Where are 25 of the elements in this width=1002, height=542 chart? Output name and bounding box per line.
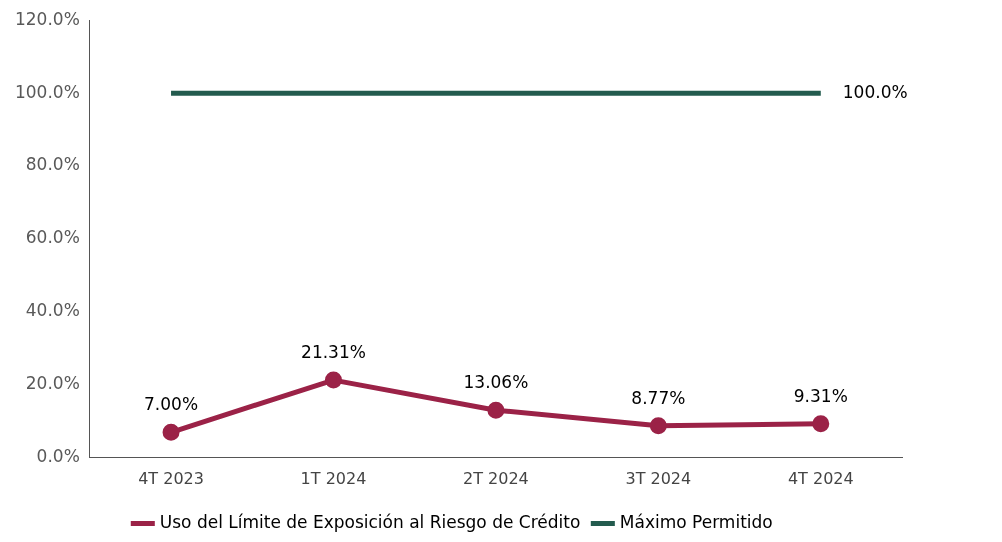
point [162, 423, 180, 441]
point [812, 415, 830, 433]
y-tick-label: 80.0% [25, 154, 80, 175]
y-tick-label: 0.0% [36, 446, 80, 467]
point [487, 401, 505, 419]
point [649, 417, 667, 435]
legend-label: Uso del Límite de Exposición al Riesgo de Crédito [159, 511, 581, 532]
y-tick-label: 40.0% [25, 300, 80, 321]
y-tick-label: 120.0% [14, 8, 80, 29]
data-label: 8.77% [631, 387, 686, 408]
x-tick-label: 4T 2024 [787, 468, 854, 488]
point [324, 371, 342, 389]
y-tick-label: 60.0% [25, 227, 80, 248]
x-tick-label: 1T 2024 [300, 468, 367, 488]
data-label: 13.06% [463, 372, 529, 393]
data-label: 21.31% [301, 342, 366, 363]
x-tick-label: 3T 2024 [625, 468, 692, 488]
data-label: 9.31% [793, 385, 848, 406]
x-tick-label: 2T 2024 [463, 468, 529, 488]
y-tick-label: 100.0% [14, 81, 80, 102]
x-tick-label: 4T 2023 [138, 468, 204, 488]
data-label: 100.0% [842, 81, 908, 102]
y-tick-label: 20.0% [25, 373, 80, 394]
legend-label: Máximo Permitido [619, 511, 773, 532]
data-label: 7.00% [144, 394, 199, 415]
